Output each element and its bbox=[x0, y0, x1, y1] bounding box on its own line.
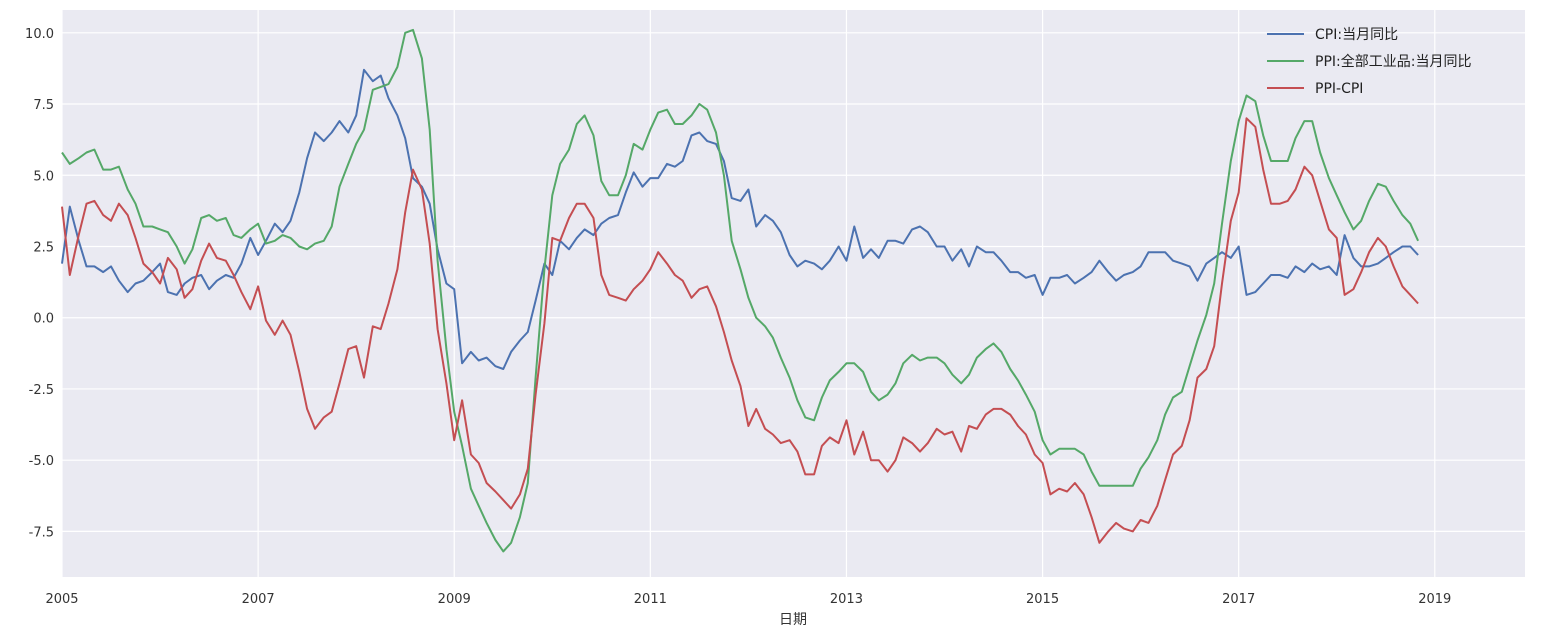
x-tick-label: 2007 bbox=[242, 592, 275, 607]
legend-label: CPI:当月同比 bbox=[1315, 27, 1398, 43]
y-tick-label: 10.0 bbox=[25, 27, 54, 42]
series-line-1 bbox=[61, 68, 1419, 370]
y-tick-label: 7.5 bbox=[33, 98, 54, 113]
x-tick-label: 2005 bbox=[45, 592, 78, 607]
y-tick-label: -2.5 bbox=[29, 383, 54, 398]
x-tick-label: 2009 bbox=[438, 592, 471, 607]
y-tick-label: -7.5 bbox=[29, 525, 54, 540]
y-tick-label: -5.0 bbox=[29, 454, 54, 469]
x-axis-ticks: 2005 2007 2009 2011 2013 2015 2017 2019 bbox=[45, 592, 1451, 607]
y-tick-label: 5.0 bbox=[33, 169, 54, 184]
x-tick-label: 2013 bbox=[830, 592, 863, 607]
y-tick-label: 2.5 bbox=[33, 240, 54, 255]
series-line-3 bbox=[61, 117, 1419, 544]
x-tick-label: 2017 bbox=[1222, 592, 1255, 607]
x-tick-label: 2019 bbox=[1418, 592, 1451, 607]
legend: CPI:当月同比 PPI:全部工业品:当月同比 PPI-CPI bbox=[1267, 27, 1471, 97]
series-lines bbox=[61, 28, 1420, 553]
x-axis-title: 日期 bbox=[779, 612, 807, 628]
y-axis-ticks: -7.5 -5.0 -2.5 0.0 2.5 5.0 7.5 10.0 bbox=[25, 27, 54, 541]
legend-label: PPI:全部工业品:当月同比 bbox=[1315, 53, 1471, 70]
y-tick-label: 0.0 bbox=[33, 312, 54, 327]
legend-label: PPI-CPI bbox=[1315, 81, 1363, 97]
x-tick-label: 2011 bbox=[634, 592, 667, 607]
series-line-2 bbox=[61, 28, 1420, 553]
x-tick-label: 2015 bbox=[1026, 592, 1059, 607]
plot-background bbox=[62, 10, 1525, 577]
